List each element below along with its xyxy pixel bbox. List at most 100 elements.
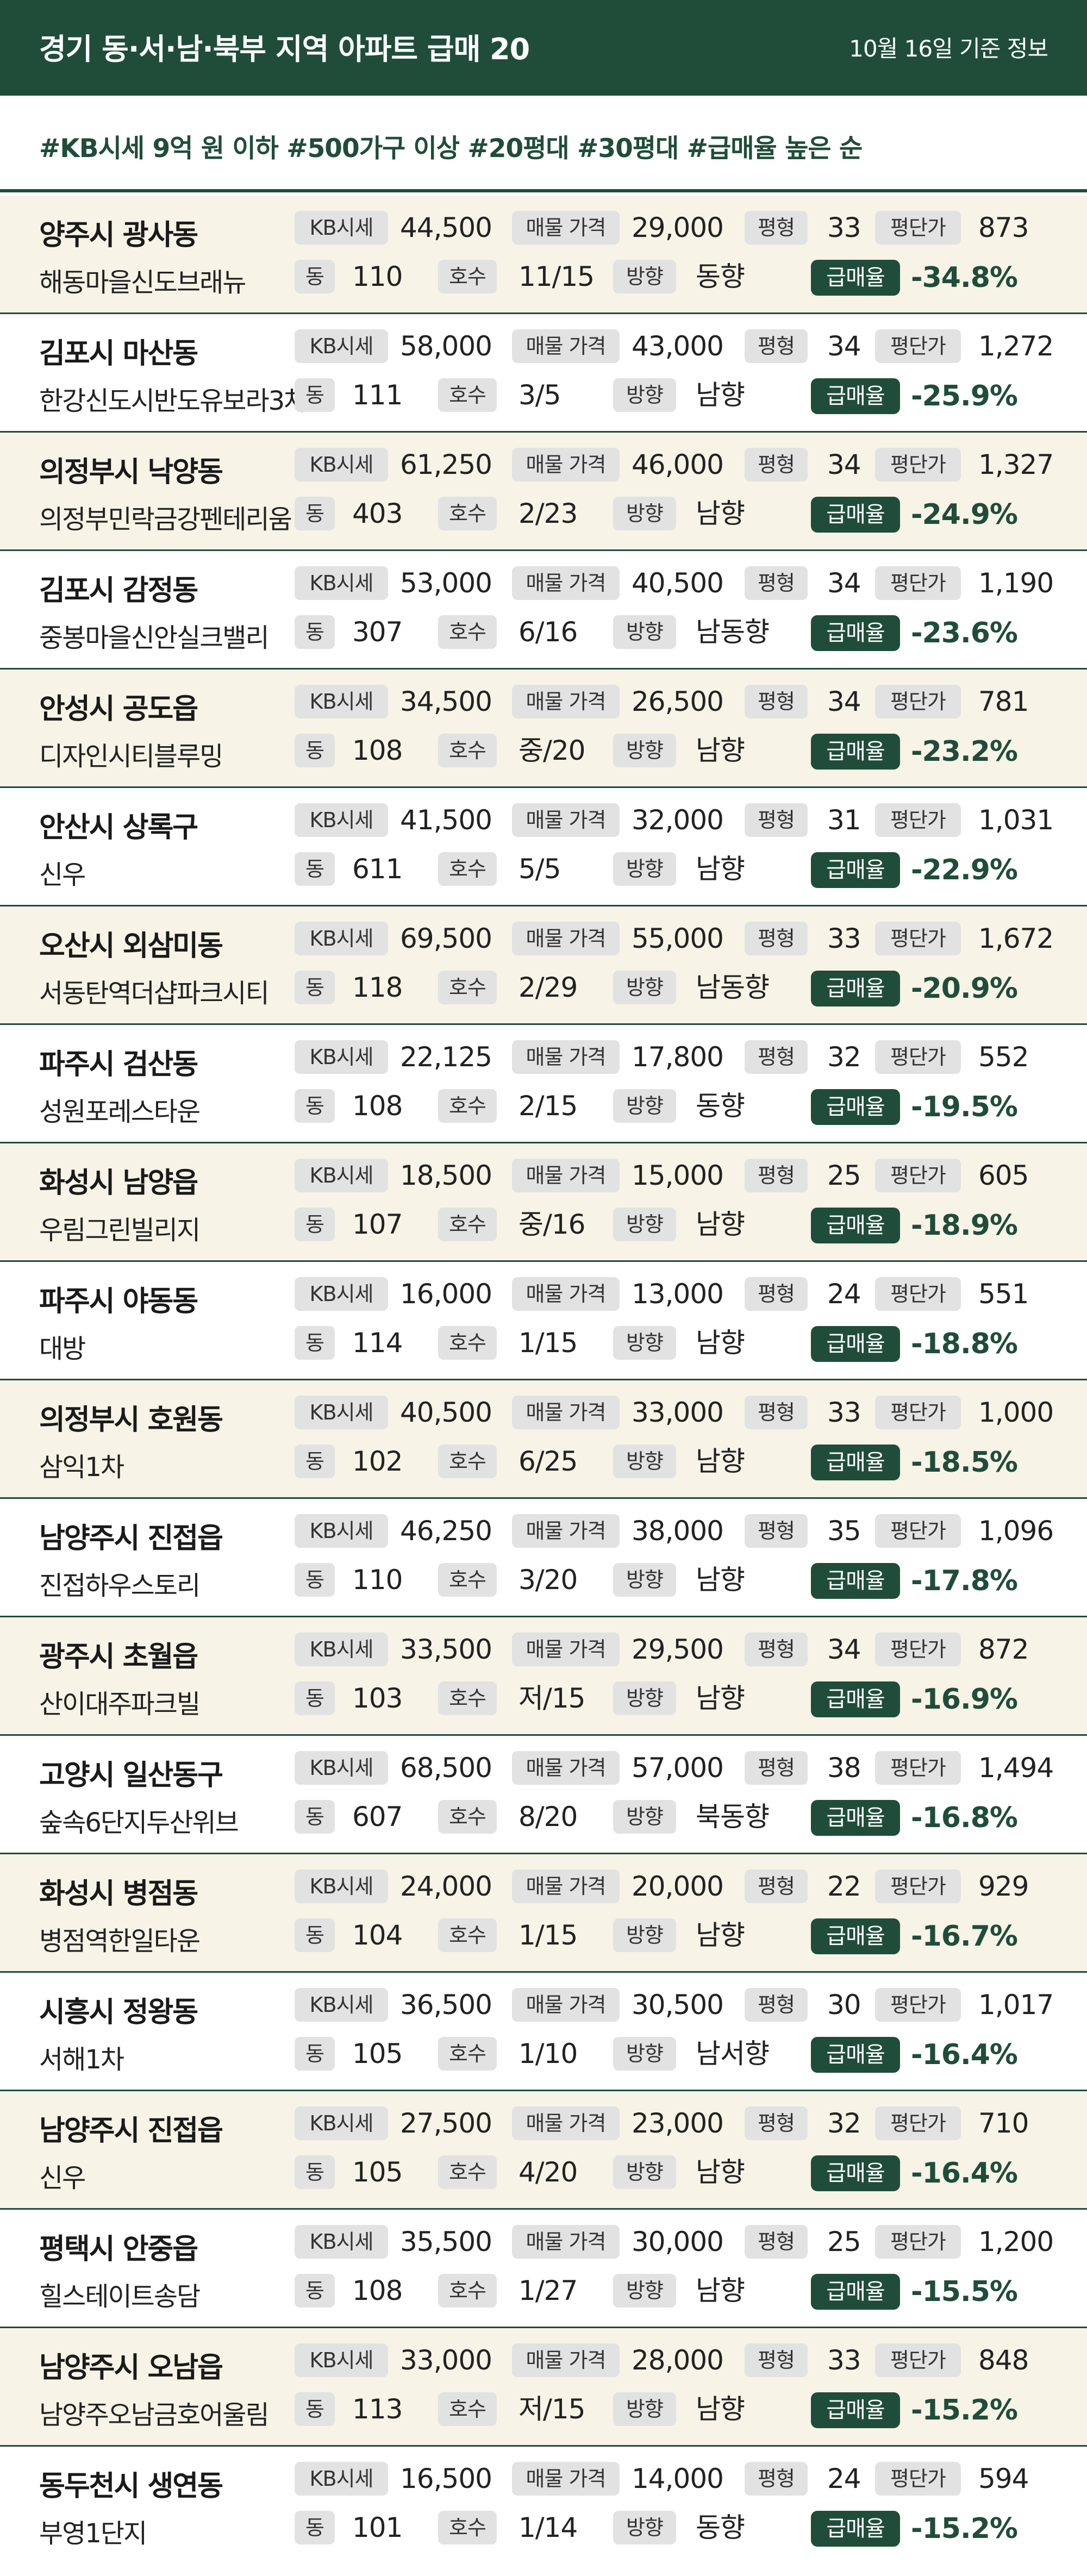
- dong-value: 403: [352, 498, 403, 529]
- dong-value: 110: [352, 1564, 403, 1596]
- floor-label: 호수: [438, 852, 497, 886]
- discount-rate-badge: 급매율: [811, 260, 900, 296]
- pyeong-value: 33: [827, 923, 861, 954]
- floor-label: 호수: [438, 1208, 497, 1241]
- floor-label: 호수: [438, 1918, 497, 1952]
- kb-price-label: KB시세: [295, 1988, 388, 2022]
- discount-rate-badge: 급매율: [811, 734, 900, 770]
- kb-price-value: 44,500: [400, 212, 492, 243]
- kb-price-label: KB시세: [295, 2106, 388, 2140]
- pyeong-value: 34: [827, 686, 861, 717]
- floor-value: 저/15: [518, 2393, 585, 2425]
- dong-label: 동: [295, 260, 335, 293]
- floor-value: 11/15: [518, 261, 595, 292]
- listing-row: 남양주시 진접읍 진접하우스토리 KB시세 46,250 매물 가격 38,00…: [0, 1499, 1087, 1617]
- pyeong-label: 평형: [745, 2343, 808, 2377]
- listing-row: 의정부시 낙양동 의정부민락금강펜테리움 KB시세 61,250 매물 가격 4…: [0, 433, 1087, 551]
- floor-label: 호수: [438, 378, 497, 412]
- pyeong-label: 평형: [745, 1396, 808, 1429]
- dong-label: 동: [295, 2155, 335, 2189]
- discount-rate-badge: 급매율: [811, 1208, 900, 1243]
- listing-complex-name: 서해1차: [39, 2044, 124, 2075]
- listing-complex-name: 디자인시티블루밍: [39, 741, 223, 772]
- direction-value: 동향: [696, 2512, 745, 2543]
- per-pyeong-price-value: 552: [978, 1041, 1029, 1073]
- listing-district: 파주시 검산동: [39, 1048, 198, 1081]
- pyeong-value: 34: [827, 449, 861, 480]
- dong-value: 102: [352, 1446, 403, 1477]
- pyeong-label: 평형: [745, 211, 808, 245]
- pyeong-label: 평형: [745, 1751, 808, 1785]
- listing-complex-name: 해동마을신도브래뉴: [39, 267, 246, 298]
- listing-price-value: 14,000: [632, 2463, 724, 2494]
- floor-label: 호수: [438, 1089, 497, 1123]
- discount-rate-value: -24.9%: [911, 498, 1018, 531]
- listing-price-label: 매물 가격: [512, 1159, 620, 1192]
- pyeong-value: 35: [827, 1515, 861, 1547]
- per-pyeong-price-value: 781: [978, 686, 1029, 717]
- listing-price-value: 46,000: [632, 449, 724, 480]
- listing-complex-name: 병점역한일타운: [39, 1926, 201, 1956]
- header-bar: 경기 동·서·남·북부 지역 아파트 급매 20 10월 16일 기준 정보: [0, 0, 1087, 96]
- direction-value: 남향: [696, 1446, 745, 1477]
- kb-price-value: 41,500: [400, 804, 492, 836]
- dong-label: 동: [295, 734, 335, 767]
- pyeong-label: 평형: [745, 329, 808, 363]
- per-pyeong-price-value: 872: [978, 1634, 1029, 1665]
- listing-row: 고양시 일산동구 숲속6단지두산위브 KB시세 68,500 매물 가격 57,…: [0, 1736, 1087, 1854]
- listing-price-label: 매물 가격: [512, 1988, 620, 2022]
- kb-price-label: KB시세: [295, 2225, 388, 2259]
- listing-price-value: 15,000: [632, 1160, 724, 1191]
- floor-value: 중/20: [518, 735, 585, 766]
- direction-label: 방향: [613, 2037, 676, 2071]
- discount-rate-value: -18.9%: [911, 1209, 1018, 1242]
- pyeong-label: 평형: [745, 685, 808, 718]
- listing-row: 김포시 마산동 한강신도시반도유보라3차 KB시세 58,000 매물 가격 4…: [0, 314, 1087, 433]
- kb-price-value: 58,000: [400, 330, 492, 362]
- listing-complex-name: 신우: [39, 860, 86, 890]
- pyeong-label: 평형: [745, 448, 808, 482]
- direction-value: 남향: [696, 1209, 745, 1240]
- pyeong-value: 34: [827, 567, 861, 599]
- dong-value: 108: [352, 1090, 403, 1122]
- direction-value: 남향: [696, 498, 745, 529]
- discount-rate-value: -22.9%: [911, 854, 1018, 886]
- listing-price-label: 매물 가격: [512, 2225, 620, 2259]
- pyeong-value: 32: [827, 2108, 861, 2139]
- listing-price-label: 매물 가격: [512, 685, 620, 718]
- per-pyeong-price-value: 873: [978, 212, 1029, 243]
- per-pyeong-price-value: 1,096: [978, 1515, 1054, 1547]
- listing-price-value: 40,500: [632, 567, 724, 599]
- per-pyeong-price-label: 평단가: [875, 2343, 961, 2377]
- pyeong-label: 평형: [745, 2225, 808, 2259]
- discount-rate-value: -34.8%: [911, 261, 1018, 294]
- listing-district: 화성시 남양읍: [39, 1167, 198, 1199]
- kb-price-value: 40,500: [400, 1397, 492, 1428]
- listing-price-label: 매물 가격: [512, 1633, 620, 1666]
- listing-complex-name: 진접하우스토리: [39, 1571, 201, 1601]
- listing-price-label: 매물 가격: [512, 1277, 620, 1311]
- direction-label: 방향: [613, 971, 676, 1004]
- discount-rate-value: -23.6%: [911, 617, 1018, 649]
- discount-rate-value: -23.2%: [911, 735, 1018, 768]
- per-pyeong-price-label: 평단가: [875, 2106, 961, 2140]
- listing-list: 양주시 광사동 해동마을신도브래뉴 KB시세 44,500 매물 가격 29,0…: [0, 196, 1087, 2565]
- direction-value: 남향: [696, 853, 745, 885]
- discount-rate-value: -16.4%: [911, 2039, 1018, 2071]
- listing-district: 평택시 안중읍: [39, 2233, 198, 2266]
- pyeong-label: 평형: [745, 1159, 808, 1192]
- dong-value: 105: [352, 2038, 403, 2069]
- listing-district: 광주시 초월읍: [39, 1641, 198, 1673]
- discount-rate-badge: 급매율: [811, 2155, 900, 2191]
- listing-row: 화성시 남양읍 우림그린빌리지 KB시세 18,500 매물 가격 15,000…: [0, 1143, 1087, 1262]
- per-pyeong-price-value: 605: [978, 1160, 1029, 1191]
- direction-value: 남향: [696, 1564, 745, 1596]
- dong-value: 108: [352, 735, 403, 766]
- floor-label: 호수: [438, 615, 497, 649]
- discount-rate-badge: 급매율: [811, 615, 900, 651]
- listing-row: 화성시 병점동 병점역한일타운 KB시세 24,000 매물 가격 20,000…: [0, 1854, 1087, 1973]
- pyeong-value: 34: [827, 1634, 861, 1665]
- filter-tags-bar: #KB시세 9억 원 이하 #500가구 이상 #20평대 #30평대 #급매율…: [0, 96, 1087, 192]
- listing-price-label: 매물 가격: [512, 2462, 620, 2496]
- direction-label: 방향: [613, 1326, 676, 1360]
